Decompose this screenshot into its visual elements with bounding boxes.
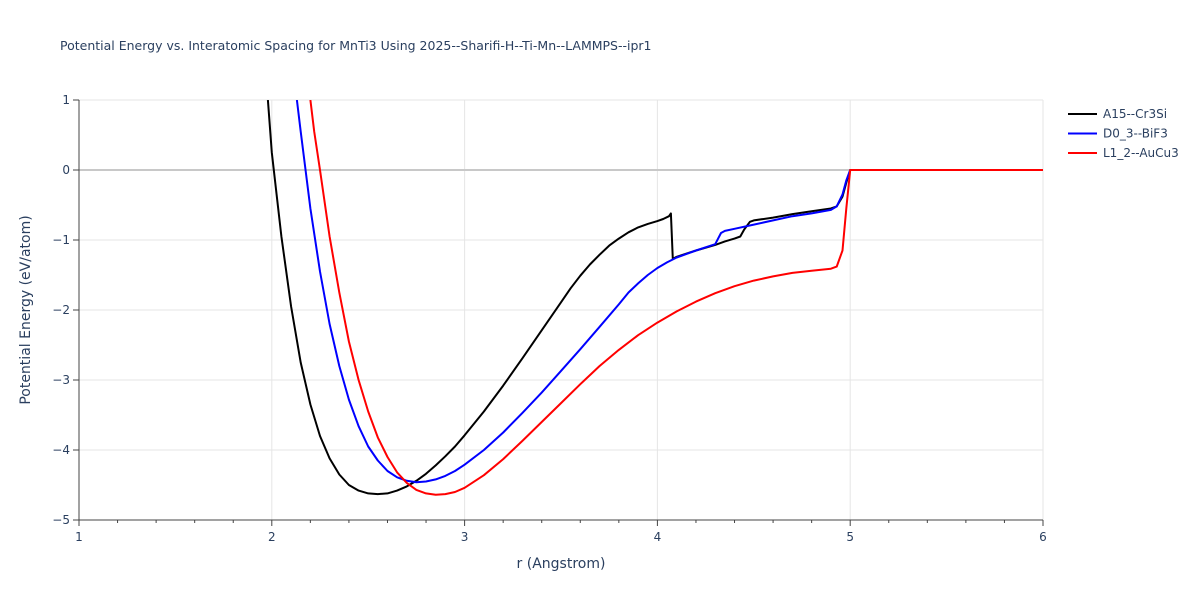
x-axis-title: r (Angstrom) bbox=[517, 556, 606, 572]
x-tick-label: 4 bbox=[654, 530, 662, 544]
series-line-0[interactable] bbox=[266, 100, 1043, 496]
y-axis-title: Potential Energy (eV/atom) bbox=[18, 215, 34, 404]
legend-label: A15--Cr3Si bbox=[1103, 107, 1167, 121]
y-tick-label: −5 bbox=[52, 513, 70, 527]
legend-item-0[interactable]: A15--Cr3Si bbox=[1068, 107, 1167, 121]
x-tick-label: 1 bbox=[75, 530, 83, 544]
series-layer bbox=[266, 100, 1043, 496]
x-tick-label: 2 bbox=[268, 530, 276, 544]
series-line-2[interactable] bbox=[309, 100, 1043, 496]
chart-title: Potential Energy vs. Interatomic Spacing… bbox=[60, 38, 652, 53]
legend-label: D0_3--BiF3 bbox=[1103, 127, 1168, 141]
legend-item-2[interactable]: L1_2--AuCu3 bbox=[1068, 146, 1179, 160]
legend-label: L1_2--AuCu3 bbox=[1103, 146, 1179, 160]
x-tick-label: 3 bbox=[461, 530, 469, 544]
legend-item-1[interactable]: D0_3--BiF3 bbox=[1068, 127, 1168, 141]
y-axis-ticks: 1 0 −1 −2 −3 −4 −5 bbox=[52, 93, 79, 527]
y-tick-label: −1 bbox=[52, 233, 70, 247]
legend[interactable]: A15--Cr3Si D0_3--BiF3 L1_2--AuCu3 bbox=[1068, 107, 1179, 160]
y-tick-label: −2 bbox=[52, 303, 70, 317]
y-tick-label: −4 bbox=[52, 443, 70, 457]
x-tick-label: 5 bbox=[846, 530, 854, 544]
series-line-1[interactable] bbox=[295, 100, 1043, 484]
x-axis-ticks: 1 2 3 4 5 6 bbox=[75, 520, 1047, 544]
x-tick-label: 6 bbox=[1039, 530, 1047, 544]
y-tick-label: −3 bbox=[52, 373, 70, 387]
y-tick-label: 1 bbox=[62, 93, 70, 107]
y-tick-label: 0 bbox=[62, 163, 70, 177]
grid-lines bbox=[79, 99, 1044, 520]
